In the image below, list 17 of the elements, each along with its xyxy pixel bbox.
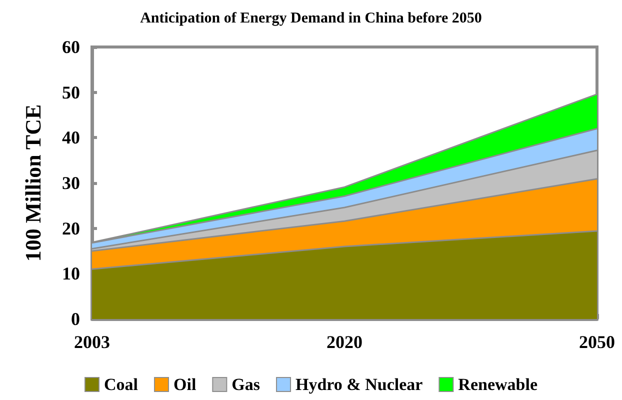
y-tick-label: 40 [62,128,80,148]
y-tick-label: 10 [62,264,80,284]
y-tick-label: 50 [62,82,80,102]
legend-label: Coal [104,375,138,394]
legend-label: Hydro & Nuclear [296,375,424,394]
y-tick-label: 60 [62,37,80,57]
y-tick-label: 0 [71,309,80,329]
y-axis-title: 100 Million TCE [20,104,46,262]
legend-label: Gas [232,375,260,394]
legend-label: Oil [174,375,196,394]
legend-label: Renewable [458,375,538,394]
y-tick-label: 30 [62,173,80,193]
x-tick-label: 2003 [74,332,110,352]
y-tick-label: 20 [62,218,80,238]
chart-title: Anticipation of Energy Demand in China before 2050 [140,10,482,26]
x-tick-label: 2020 [326,332,362,352]
x-tick-label: 2050 [579,332,615,352]
